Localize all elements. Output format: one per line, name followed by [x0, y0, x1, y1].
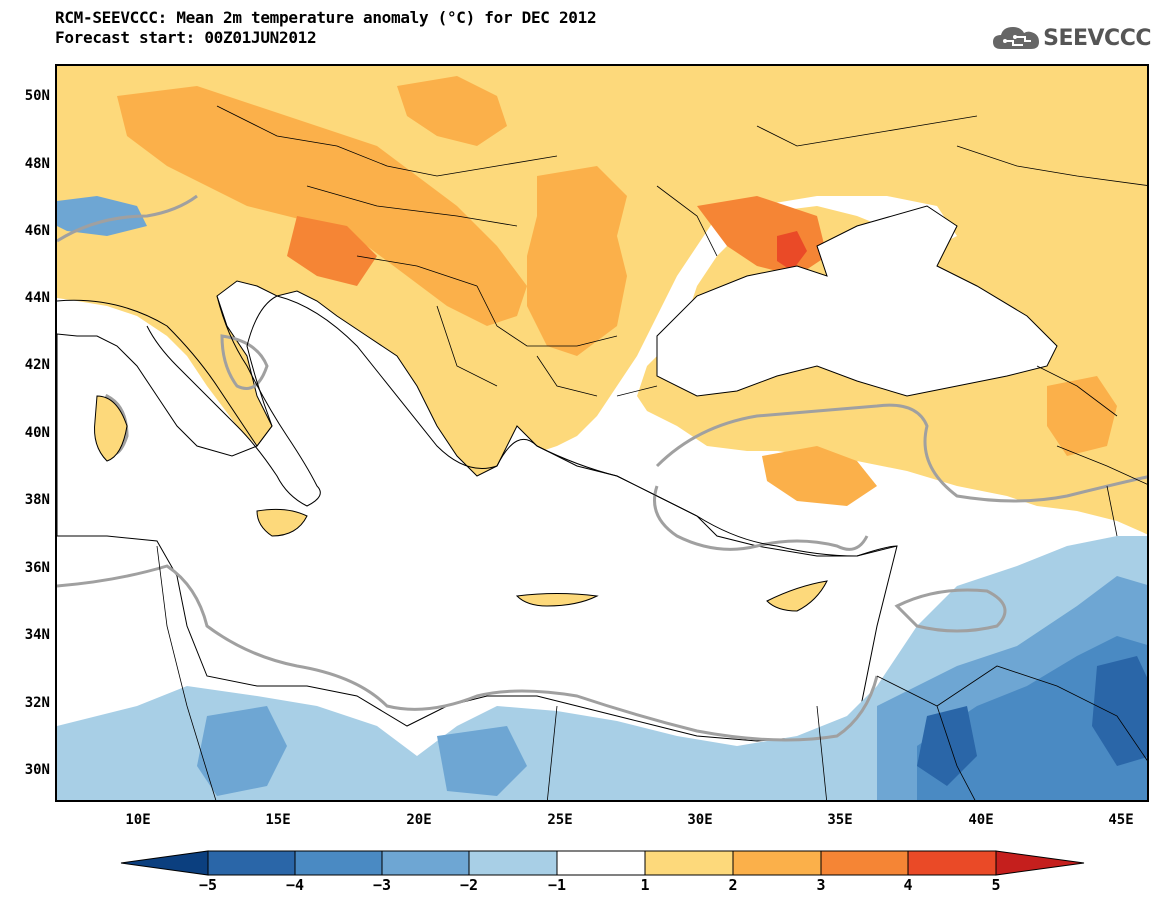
colorbar-label: 1 [640, 876, 650, 894]
zero-contour [653, 485, 869, 551]
map-canvas [57, 66, 1147, 800]
colorbar-max-arrow [995, 850, 1085, 876]
colorbar-bin [907, 850, 997, 876]
zero-contour [57, 194, 198, 243]
cold-anomaly-4-5 [917, 706, 977, 786]
lon-label: 20E [406, 812, 432, 828]
cold-anomaly-2-3 [437, 726, 527, 796]
colorbar-bin [294, 850, 383, 876]
title-line-2: Forecast start: 00Z01JUN2012 [55, 28, 317, 47]
cold-anomaly-west [57, 196, 147, 236]
cold-anomaly-4-5 [1092, 656, 1147, 766]
lat-label: 50N [24, 88, 50, 104]
border-lines [156, 105, 1147, 800]
map-title: RCM-SEEVCCC: Mean 2m temperature anomaly… [55, 8, 597, 48]
lat-label: 46N [24, 223, 50, 239]
lon-label: 45E [1108, 812, 1134, 828]
colorbar-bin [381, 850, 470, 876]
coastline [57, 295, 898, 557]
warm-anomaly-2-3 [762, 446, 877, 506]
colorbar-label: 3 [816, 876, 826, 894]
colorbar-label: −5 [198, 876, 218, 894]
cloud-icon [993, 27, 1040, 49]
lat-label: 38N [24, 492, 50, 508]
anomaly-map [55, 64, 1149, 802]
colorbar-label: −4 [285, 876, 305, 894]
zero-contour [894, 588, 1007, 633]
warm-anomaly-2-3 [527, 166, 627, 356]
lat-label: 34N [24, 627, 50, 643]
colorbar-bin [732, 850, 822, 876]
lat-label: 36N [24, 560, 50, 576]
lon-label: 40E [968, 812, 994, 828]
warm-anomaly-4-5 [777, 231, 807, 271]
colorbar-label: 4 [903, 876, 913, 894]
zero-contour [57, 564, 879, 742]
lon-label: 30E [687, 812, 713, 828]
cyprus [766, 580, 828, 612]
lat-label: 48N [24, 156, 50, 172]
warm-anomaly-2-3 [117, 86, 527, 326]
colorbar-label: −3 [372, 876, 392, 894]
lat-label: 32N [24, 695, 50, 711]
sardinia [94, 395, 128, 462]
title-line-1: RCM-SEEVCCC: Mean 2m temperature anomaly… [55, 8, 597, 27]
colorbar-label: −1 [547, 876, 567, 894]
sicily [256, 508, 308, 537]
colorbar [120, 850, 1085, 876]
cold-anomaly-region [57, 536, 1147, 800]
colorbar-bin [644, 850, 734, 876]
zero-contour [655, 403, 1147, 503]
lat-label: 42N [24, 357, 50, 373]
seevccc-logo: SEEVCCC [991, 22, 1151, 54]
colorbar-label: −2 [459, 876, 479, 894]
warm-anomaly-2-3 [397, 76, 507, 146]
colorbar-bin [820, 850, 909, 876]
cold-anomaly-3-4 [917, 636, 1147, 800]
colorbar-bin [207, 850, 296, 876]
italy-coast [146, 295, 321, 507]
warm-anomaly-3-4 [287, 216, 377, 286]
lon-label: 25E [547, 812, 573, 828]
warm-anomaly-2-3 [1047, 376, 1117, 456]
colorbar-label: 2 [728, 876, 738, 894]
cold-anomaly-2-3 [197, 706, 287, 796]
colorbar-bin [468, 850, 558, 876]
lat-label: 30N [24, 762, 50, 778]
colorbar-min-arrow [120, 850, 209, 876]
crete [515, 593, 599, 607]
logo-text: SEEVCCC [1043, 25, 1151, 51]
lon-label: 15E [265, 812, 291, 828]
colorbar-label: 5 [991, 876, 1001, 894]
colorbar-bin [556, 850, 646, 876]
lat-label: 44N [24, 290, 50, 306]
lat-label: 40N [24, 425, 50, 441]
lon-label: 35E [827, 812, 853, 828]
black-sea [656, 205, 1058, 397]
lon-label: 10E [125, 812, 151, 828]
zero-contour [220, 334, 269, 390]
